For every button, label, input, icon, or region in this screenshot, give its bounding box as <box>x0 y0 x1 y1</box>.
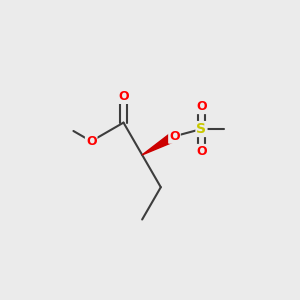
Polygon shape <box>142 132 177 155</box>
Text: O: O <box>169 130 180 143</box>
Text: S: S <box>196 122 206 136</box>
Text: O: O <box>118 90 129 103</box>
Text: O: O <box>86 135 97 148</box>
Text: O: O <box>196 145 207 158</box>
Text: O: O <box>196 100 207 113</box>
